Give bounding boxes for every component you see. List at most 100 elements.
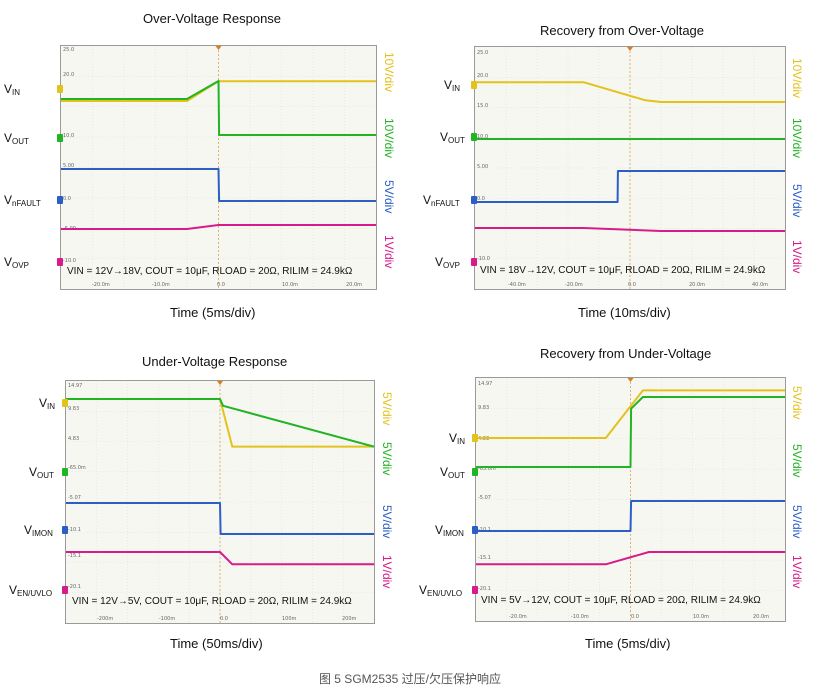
channel-label-main: V bbox=[39, 396, 48, 410]
channel-label-sub: OUT bbox=[448, 471, 465, 480]
trace-vout bbox=[476, 396, 785, 468]
trigger-marker bbox=[217, 381, 223, 385]
x-tick-label: -100m bbox=[159, 616, 175, 622]
channel-label-sub: IN bbox=[457, 437, 466, 446]
channel-scale: 5V/div bbox=[380, 442, 394, 476]
channel-scale: 5V/div bbox=[382, 180, 396, 214]
channel-scale: 1V/div bbox=[382, 235, 396, 269]
y-tick-label: 10.0 bbox=[63, 133, 74, 139]
channel-label-sub: OUT bbox=[37, 471, 54, 480]
y-tick-label: -65.0m bbox=[478, 466, 496, 472]
channel-label-sub: IN bbox=[47, 402, 56, 411]
channel-marker bbox=[57, 85, 63, 93]
y-tick-label: 14.97 bbox=[478, 381, 492, 387]
trace-vout bbox=[66, 398, 374, 448]
trace-venuvlo bbox=[476, 551, 785, 566]
channel-marker bbox=[471, 258, 477, 266]
y-tick-label: 10.0 bbox=[477, 134, 488, 140]
channel-label: VOUT bbox=[440, 465, 465, 480]
channel-marker bbox=[57, 134, 63, 142]
channel-label-main: V bbox=[4, 82, 13, 96]
channel-label-main: V bbox=[423, 193, 432, 207]
channel-scale: 10V/div bbox=[790, 118, 804, 159]
channel-label-main: V bbox=[4, 131, 13, 145]
x-tick-label: 0.0 bbox=[631, 614, 639, 620]
x-tick-label: -20.0m bbox=[565, 282, 583, 288]
trace-vimon bbox=[66, 502, 374, 535]
trace-venuvlo bbox=[66, 551, 374, 566]
channel-scale: 5V/div bbox=[790, 444, 804, 478]
channel-marker bbox=[472, 586, 478, 594]
channel-label-sub: OVP bbox=[443, 261, 460, 270]
channel-label-main: V bbox=[24, 523, 33, 537]
channel-label-sub: OVP bbox=[12, 261, 29, 270]
channel-label-sub: IN bbox=[452, 84, 461, 93]
channel-label: VEN/UVLO bbox=[9, 583, 52, 598]
channel-scale: 5V/div bbox=[790, 505, 804, 539]
figure-caption: 图 5 SGM2535 过压/欠压保护响应 bbox=[318, 672, 502, 686]
trigger-marker bbox=[627, 378, 634, 382]
scope-area: 25.0 20.0 15.0 10.0 5.00 0.0 -10.0 -40.0m -20.0m… bbox=[474, 46, 786, 290]
x-tick-label: -200m bbox=[97, 616, 113, 622]
channel-label-main: V bbox=[440, 465, 449, 479]
x-tick-label: 0.0 bbox=[628, 282, 636, 288]
channel-scale: 1V/div bbox=[790, 240, 804, 274]
channel-label-sub: OUT bbox=[448, 136, 465, 145]
channel-label: VIN bbox=[449, 431, 465, 446]
channel-label: VOUT bbox=[29, 465, 54, 480]
y-tick-label: 25.0 bbox=[477, 50, 488, 56]
channel-label-sub: nFAULT bbox=[431, 199, 460, 208]
x-tick-label: 10.0m bbox=[693, 614, 709, 620]
conditions-text: VIN = 18V→12V, COUT = 10μF, RLOAD = 20Ω,… bbox=[480, 265, 766, 276]
x-tick-label: -20.0m bbox=[509, 614, 527, 620]
channel-scale: 5V/div bbox=[790, 386, 804, 420]
trigger-marker bbox=[627, 47, 633, 51]
x-tick-label: 20.0m bbox=[689, 282, 705, 288]
trigger-marker bbox=[215, 46, 222, 50]
y-tick-label: -15.1 bbox=[68, 553, 81, 559]
channel-label-sub: EN/UVLO bbox=[17, 589, 53, 598]
y-tick-label: 9.83 bbox=[478, 405, 489, 411]
channel-scale: 10V/div bbox=[382, 118, 396, 159]
x-tick-label: 200m bbox=[342, 616, 357, 622]
channel-label-sub: OUT bbox=[12, 137, 29, 146]
trace-vovp bbox=[61, 224, 376, 230]
y-tick-label: 4.83 bbox=[68, 436, 79, 442]
channel-scale: 5V/div bbox=[380, 392, 394, 426]
channel-label-main: V bbox=[4, 193, 13, 207]
y-tick-label: 20.0 bbox=[63, 72, 74, 78]
x-tick-label: -20.0m bbox=[92, 282, 110, 288]
channel-label: VIN bbox=[4, 82, 20, 97]
x-tick-label: 40.0m bbox=[752, 282, 768, 288]
channel-label-main: V bbox=[444, 78, 453, 92]
channel-marker bbox=[62, 399, 68, 407]
y-tick-label: 25.0 bbox=[63, 47, 74, 53]
x-axis-label: Time (50ms/div) bbox=[170, 636, 263, 651]
channel-label-sub: IMON bbox=[443, 529, 464, 538]
x-tick-label: 10.0m bbox=[282, 282, 298, 288]
trace-vin bbox=[475, 81, 785, 103]
scope-svg: 14.979.834.83-65.0m-5.07-10.1-15.1-20.1-… bbox=[476, 378, 785, 621]
channel-label-main: V bbox=[29, 465, 38, 479]
y-tick-label: -10.0 bbox=[477, 256, 490, 262]
x-tick-label: 0.0 bbox=[217, 282, 225, 288]
channel-label-sub: IMON bbox=[32, 529, 53, 538]
channel-label: VOVP bbox=[4, 255, 29, 270]
scope-svg: 14.979.834.83-65.0m-5.07-10.1-15.1-20.1-… bbox=[66, 381, 374, 623]
channel-marker bbox=[471, 81, 477, 89]
channel-scale: 10V/div bbox=[790, 58, 804, 99]
channel-label-main: V bbox=[9, 583, 18, 597]
scope-area: 14.97 9.83 4.83 -65.0m -5.07 -10.1 -15.1 -20.1 -… bbox=[65, 380, 375, 624]
conditions-text: VIN = 5V→12V, COUT = 10μF, RLOAD = 20Ω, … bbox=[481, 595, 761, 606]
channel-label-main: V bbox=[440, 130, 449, 144]
x-tick-label: -10.0m bbox=[152, 282, 170, 288]
panel-title: Recovery from Under-Voltage bbox=[540, 346, 712, 361]
scope-svg: 25.020.010.05.000.0-5.00-10.0-20.0m -10.0… bbox=[61, 46, 376, 289]
channel-marker bbox=[471, 133, 477, 141]
channel-label: VnFAULT bbox=[423, 193, 460, 208]
panel-title: Under-Voltage Response bbox=[142, 354, 288, 369]
channel-label-main: V bbox=[419, 583, 428, 597]
channel-scale: 1V/div bbox=[380, 555, 394, 589]
x-axis-label: Time (10ms/div) bbox=[578, 305, 671, 320]
y-tick-label: -20.1 bbox=[68, 584, 81, 590]
